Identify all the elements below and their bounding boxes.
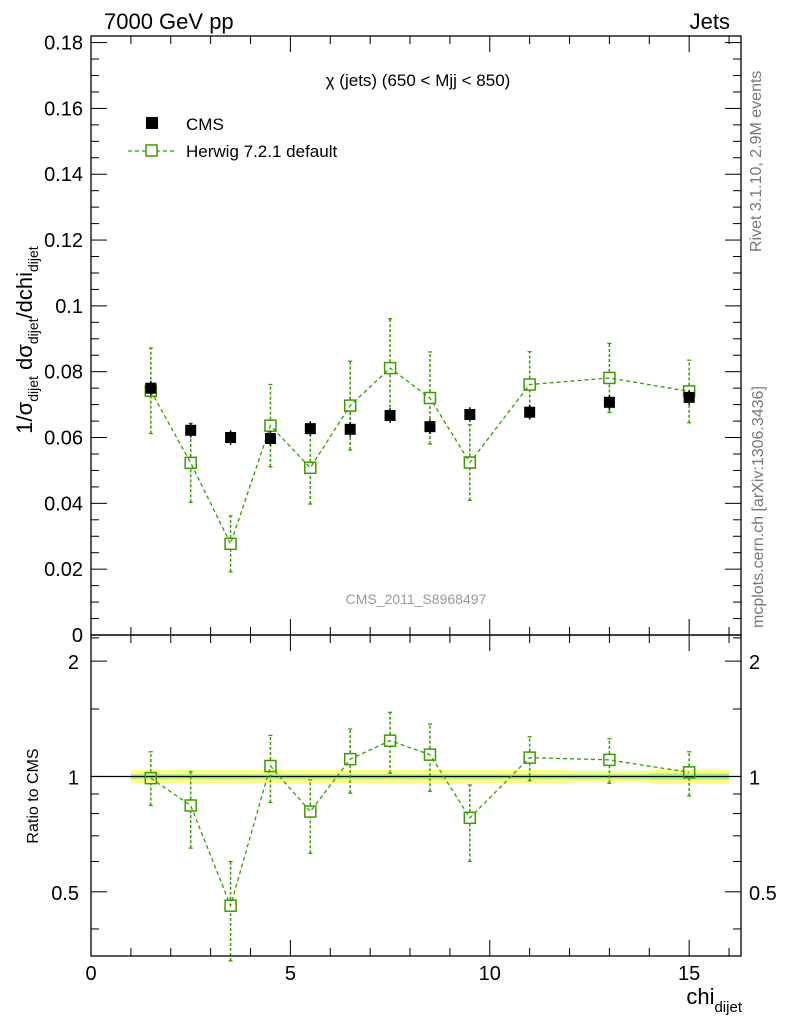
main-y-tick-label: 0.02: [44, 559, 83, 581]
ratio-mc-point: [144, 771, 158, 785]
ratio-x-tick-label: 0: [85, 963, 96, 985]
plot-title: χ (jets) (650 < Mjj < 850): [326, 71, 511, 90]
mc-point: [224, 537, 237, 551]
ratio-frame: [90, 634, 742, 957]
data-point: [603, 396, 615, 408]
ratio-x-ticks: 0 5 10 15: [85, 635, 730, 985]
legend: CMS Herwig 7.2.1 default: [128, 115, 337, 161]
mcplots-label: mcplots.cern.ch [arXiv:1306.3436]: [750, 386, 767, 628]
main-y-axis-label: 1/σdijet dσdijet/dchidijet: [12, 246, 41, 434]
mc-point: [603, 371, 616, 385]
main-y-tick-label: 0.04: [44, 493, 83, 515]
rivet-label: Rivet 3.1.10, 2.9M events: [748, 71, 765, 252]
main-y-tick-label: 0.18: [44, 33, 83, 55]
main-y-tick-label: 0.12: [44, 230, 83, 252]
x-axis-label: chidijet: [686, 984, 742, 1016]
ratio-mc-point: [423, 748, 437, 761]
ratio-x-tick-label: 15: [678, 963, 700, 985]
data-point: [683, 391, 695, 403]
ratio-x-tick-label: 10: [479, 963, 501, 985]
legend-label-mc: Herwig 7.2.1 default: [186, 142, 337, 161]
mc-point: [383, 361, 397, 375]
ratio-y-axis-label: Ratio to CMS: [25, 748, 42, 843]
main-y-tick-label: 0.1: [55, 296, 83, 318]
data-point: [464, 408, 476, 420]
main-y-tick-label: 0.08: [44, 362, 83, 384]
data-point: [225, 432, 237, 444]
ratio-y-tick-label-right: 0.5: [749, 883, 777, 905]
ratio-mc-point: [603, 753, 616, 767]
ratio-mc-point: [682, 766, 696, 779]
mc-point: [423, 391, 437, 405]
legend-label-data: CMS: [186, 115, 224, 134]
mc-point: [343, 399, 357, 412]
ratio-y-tick-label: 2: [68, 652, 79, 674]
ratio-mc-line: [150, 739, 690, 908]
ratio-mc-point: [383, 734, 397, 747]
legend-marker-mc: [145, 144, 158, 157]
header-right: Jets: [690, 9, 730, 34]
main-x-ticks: [90, 36, 730, 635]
data-point: [344, 423, 356, 435]
ratio-panel: 0.5 0.5 1 1 2 2 0 5 10 15: [51, 634, 777, 985]
mc-point: [523, 378, 536, 391]
mc-point: [304, 461, 317, 475]
main-panel: 0 0.02 0.04 0.06 0.08 0.1 0.12 0.14 0.16 0.18 χ (…: [44, 33, 742, 647]
mc-series-main: [144, 318, 696, 573]
data-point: [524, 406, 536, 418]
data-point: [145, 382, 157, 394]
ratio-mc-point: [184, 799, 197, 812]
data-point: [185, 424, 197, 436]
mc-point: [184, 456, 197, 470]
data-point: [424, 421, 436, 433]
ratio-mc-point: [523, 751, 536, 764]
data-point: [304, 423, 316, 435]
mc-point: [463, 456, 477, 469]
ratio-mc-point: [224, 899, 237, 912]
ratio-y-tick-label-right: 2: [749, 652, 760, 674]
mc-series-ratio: [144, 711, 696, 962]
main-y-tick-label: 0.14: [44, 164, 83, 186]
main-y-tick-label: 0.16: [44, 98, 83, 120]
data-point: [264, 433, 276, 445]
main-y-ticks: 0 0.02 0.04 0.06 0.08 0.1 0.12 0.14 0.16 0.18: [44, 33, 741, 647]
ratio-y-tick-label: 1: [68, 767, 79, 789]
ratio-mc-point: [343, 752, 357, 766]
ratio-y-tick-label-right: 1: [749, 767, 760, 789]
legend-marker-data: [146, 117, 158, 129]
header-left: 7000 GeV pp: [104, 9, 234, 34]
ratio-mc-point: [264, 759, 277, 773]
data-point: [384, 409, 396, 421]
ratio-mc-point: [463, 811, 477, 825]
mc-point: [264, 419, 277, 432]
ratio-y-tick-label: 0.5: [51, 883, 79, 905]
ratio-x-tick-label: 5: [285, 963, 296, 985]
ratio-y-ticks: 0.5 0.5 1 1 2 2: [51, 637, 777, 930]
main-y-tick-label: 0: [72, 625, 83, 647]
ratio-mc-point: [304, 805, 317, 818]
mc-line: [150, 367, 690, 546]
analysis-watermark: CMS_2011_S8968497: [346, 591, 487, 607]
data-series-main: [145, 380, 695, 446]
main-y-tick-label: 0.06: [44, 428, 83, 450]
